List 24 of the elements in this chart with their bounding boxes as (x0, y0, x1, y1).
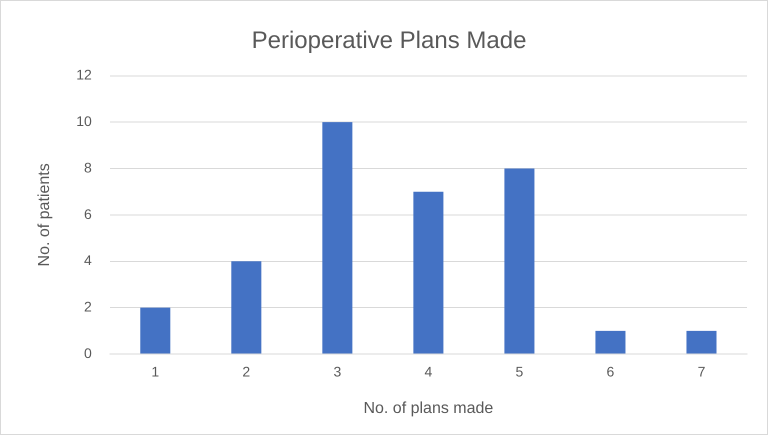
bar (140, 308, 170, 354)
x-tick-label: 2 (242, 363, 250, 380)
x-tick-label: 6 (606, 363, 615, 380)
x-tick-label: 4 (424, 363, 432, 380)
x-tick-label: 7 (698, 363, 706, 380)
y-tick-label: 10 (76, 113, 92, 130)
x-tick-label: 5 (516, 363, 524, 380)
bar (686, 330, 717, 354)
x-axis-title: No. of plans made (363, 400, 494, 417)
bar (504, 168, 534, 354)
x-tick-label: 3 (333, 363, 342, 380)
chart-title: Perioperative Plans Made (252, 27, 526, 54)
bar (231, 261, 262, 354)
bar (413, 192, 444, 354)
y-tick-label: 2 (84, 298, 92, 314)
y-tick-label: 4 (84, 252, 92, 268)
bar (595, 330, 626, 354)
y-tick-label: 0 (84, 344, 92, 361)
y-tick-label: 12 (76, 66, 92, 83)
y-axis-title: No. of patients (36, 163, 54, 266)
y-tick-label: 6 (84, 206, 92, 222)
x-tick-label: 1 (151, 363, 160, 380)
y-tick-label: 8 (84, 159, 92, 176)
bar (322, 122, 352, 354)
